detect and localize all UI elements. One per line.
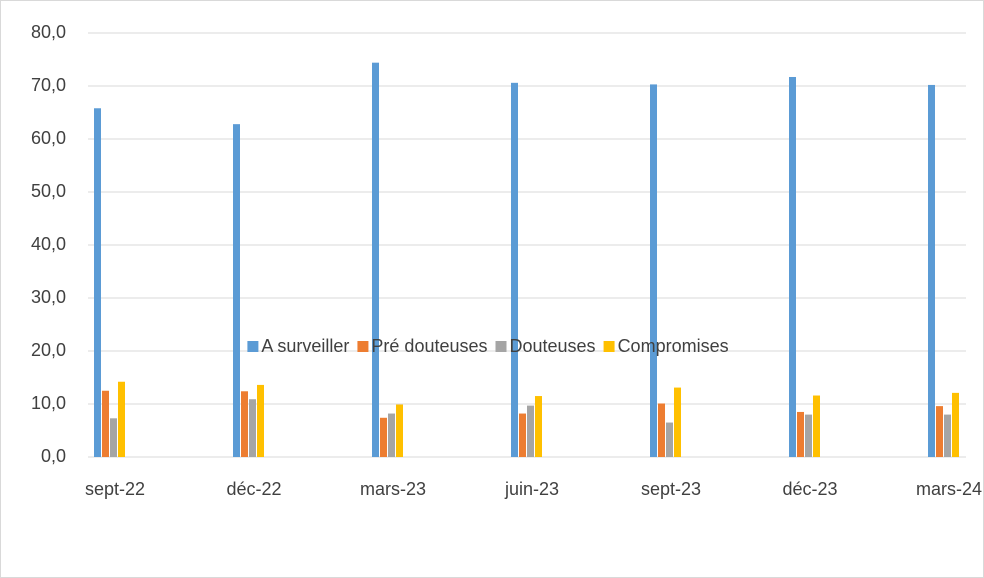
y-tick-label: 70,0 (31, 75, 66, 95)
bar (94, 108, 101, 457)
y-tick-label: 60,0 (31, 128, 66, 148)
x-tick-label: juin-23 (504, 479, 559, 499)
bar (805, 414, 812, 457)
bar (797, 411, 804, 457)
bar (527, 405, 534, 457)
bar (388, 413, 395, 457)
y-tick-label: 30,0 (31, 287, 66, 307)
legend-label: Compromises (618, 336, 729, 356)
legend-swatch (603, 341, 615, 352)
bar (511, 82, 518, 457)
bar (674, 387, 681, 457)
y-tick-label: 80,0 (31, 22, 66, 42)
y-tick-label: 40,0 (31, 234, 66, 254)
x-tick-label: mars-24 (916, 479, 982, 499)
bar (519, 413, 526, 457)
x-tick-label: déc-22 (226, 479, 281, 499)
bar (928, 84, 935, 457)
bar (380, 417, 387, 457)
legend-swatch (495, 341, 507, 352)
y-tick-label: 0,0 (41, 446, 66, 466)
bar (666, 422, 673, 457)
bar (535, 396, 542, 457)
bar (658, 403, 665, 457)
legend-label: A surveiller (261, 336, 349, 356)
bar (952, 392, 959, 457)
bar (102, 390, 109, 457)
legend-label: Douteuses (510, 336, 596, 356)
x-tick-label: déc-23 (782, 479, 837, 499)
x-tick-label: mars-23 (360, 479, 426, 499)
x-tick-label: sept-22 (85, 479, 145, 499)
y-tick-label: 20,0 (31, 340, 66, 360)
bar (233, 124, 240, 457)
bar (110, 418, 117, 457)
bar (936, 406, 943, 457)
legend-swatch (357, 341, 369, 352)
bar (118, 381, 125, 457)
y-tick-label: 50,0 (31, 181, 66, 201)
y-tick-label: 10,0 (31, 393, 66, 413)
legend-swatch (247, 341, 259, 352)
bar (372, 62, 379, 458)
legend-label: Pré douteuses (371, 336, 487, 356)
bar (944, 414, 951, 457)
bar (813, 395, 820, 457)
bar (789, 76, 796, 458)
bar (249, 399, 256, 457)
x-tick-label: sept-23 (641, 479, 701, 499)
bar (396, 404, 403, 457)
bar (241, 391, 248, 457)
bar (650, 84, 657, 457)
bar (257, 384, 264, 457)
